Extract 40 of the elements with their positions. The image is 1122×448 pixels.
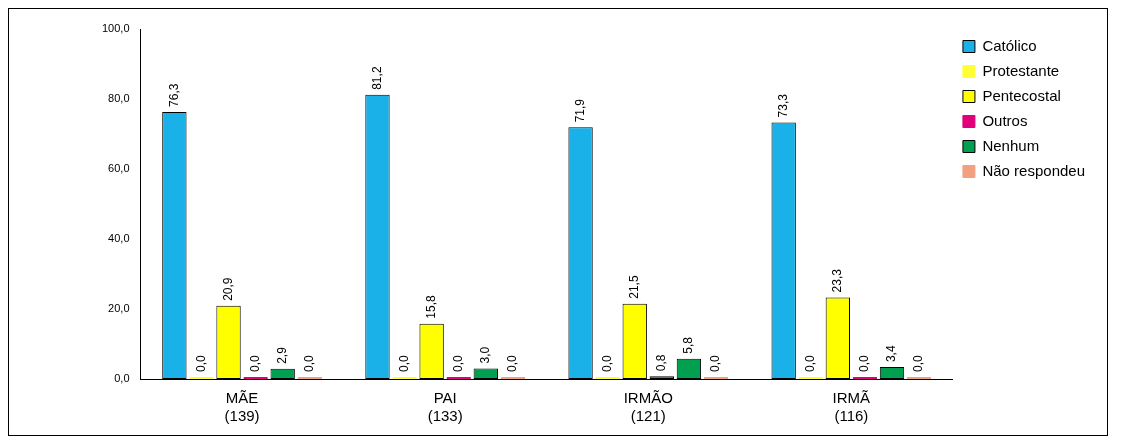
data-label: 3,0: [478, 346, 493, 364]
data-label: 23,3: [830, 268, 845, 293]
data-label: 5,8: [681, 336, 696, 354]
y-tick-label: 20,0: [108, 302, 130, 315]
data-label: 20,9: [220, 277, 235, 301]
data-label: 0,0: [193, 354, 208, 372]
data-label: 0,0: [857, 354, 872, 372]
x-tick-label: IRMÃ (116): [832, 389, 871, 425]
data-label: 0,0: [505, 354, 520, 372]
data-label: 71,9: [572, 98, 587, 123]
data-label: 0,8: [654, 354, 669, 372]
y-tick-label: 80,0: [108, 92, 130, 105]
data-label: 0,0: [302, 354, 317, 372]
y-tick-label: 60,0: [108, 162, 130, 175]
legend-label: Protestante: [982, 61, 1060, 79]
x-tick-label: PAI (133): [427, 389, 463, 425]
x-tick-label: IRMÃO (121): [623, 389, 673, 425]
data-label: 21,5: [627, 275, 642, 299]
legend-label: Pentecostal: [982, 86, 1061, 104]
x-tick-label: MÃE (139): [224, 389, 260, 425]
data-label: 0,0: [708, 354, 723, 372]
data-label: 73,3: [775, 93, 790, 118]
data-label: 76,3: [166, 83, 181, 107]
data-label: 0,0: [451, 354, 466, 372]
data-label: 0,0: [247, 354, 262, 372]
data-label: 3,4: [884, 345, 899, 363]
legend-label: Não respondeu: [982, 161, 1085, 179]
legend-label: Nenhum: [982, 136, 1040, 154]
data-label: 2,9: [275, 346, 290, 364]
data-label: 0,0: [599, 354, 614, 372]
y-tick-label: 40,0: [108, 232, 130, 245]
data-label: 0,0: [911, 354, 926, 372]
data-label: 0,0: [803, 354, 818, 372]
data-label: 0,0: [396, 354, 411, 372]
data-label: 81,2: [369, 66, 384, 90]
y-tick-label: 100,0: [102, 22, 130, 35]
y-tick-label: 0,0: [114, 372, 130, 385]
legend-label: Católico: [982, 36, 1037, 54]
legend-label: Outros: [982, 111, 1028, 129]
data-label: 15,8: [423, 295, 438, 319]
